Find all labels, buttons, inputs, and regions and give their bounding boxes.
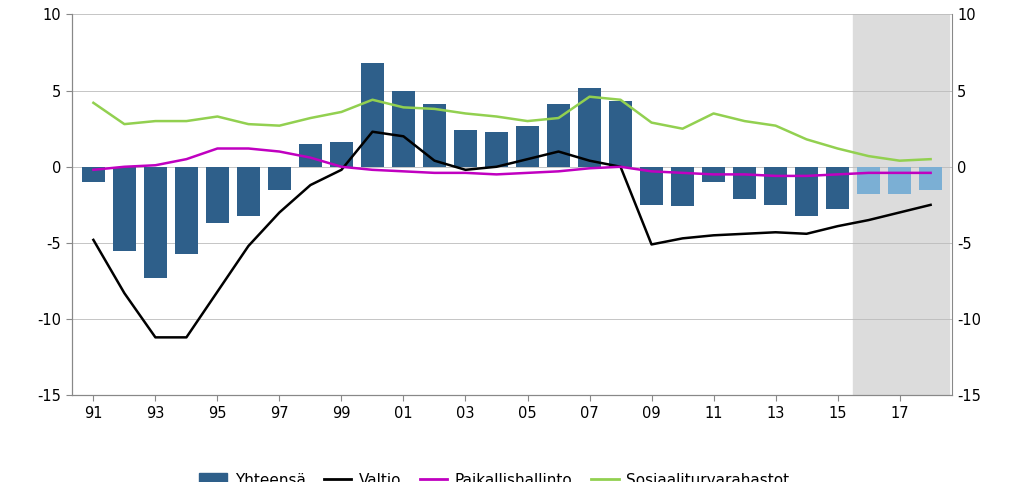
Bar — [113, 167, 136, 251]
Bar — [485, 132, 508, 167]
Bar — [764, 167, 787, 205]
Bar — [826, 167, 849, 209]
Bar — [82, 167, 105, 182]
Bar — [392, 91, 415, 167]
Bar — [360, 63, 384, 167]
Bar — [795, 167, 818, 215]
Bar — [454, 130, 477, 167]
Bar — [206, 167, 229, 223]
Bar — [578, 88, 601, 167]
Bar — [857, 167, 881, 194]
Bar — [299, 144, 323, 167]
Bar — [143, 167, 167, 278]
Bar — [268, 167, 291, 189]
Bar — [175, 167, 198, 254]
Bar — [423, 104, 446, 167]
Bar — [330, 142, 353, 167]
Bar — [640, 167, 664, 205]
Bar — [888, 167, 911, 194]
Bar — [671, 167, 694, 206]
Bar — [701, 167, 725, 182]
Bar — [919, 167, 942, 189]
Bar — [547, 104, 570, 167]
Bar — [733, 167, 756, 199]
Legend: Yhteensä, Valtio, Paikallishallinto, Sosiaaliturvarahastot: Yhteensä, Valtio, Paikallishallinto, Sos… — [194, 467, 796, 482]
Bar — [609, 101, 632, 167]
Bar — [237, 167, 260, 215]
Bar — [516, 126, 539, 167]
Bar — [853, 14, 949, 395]
